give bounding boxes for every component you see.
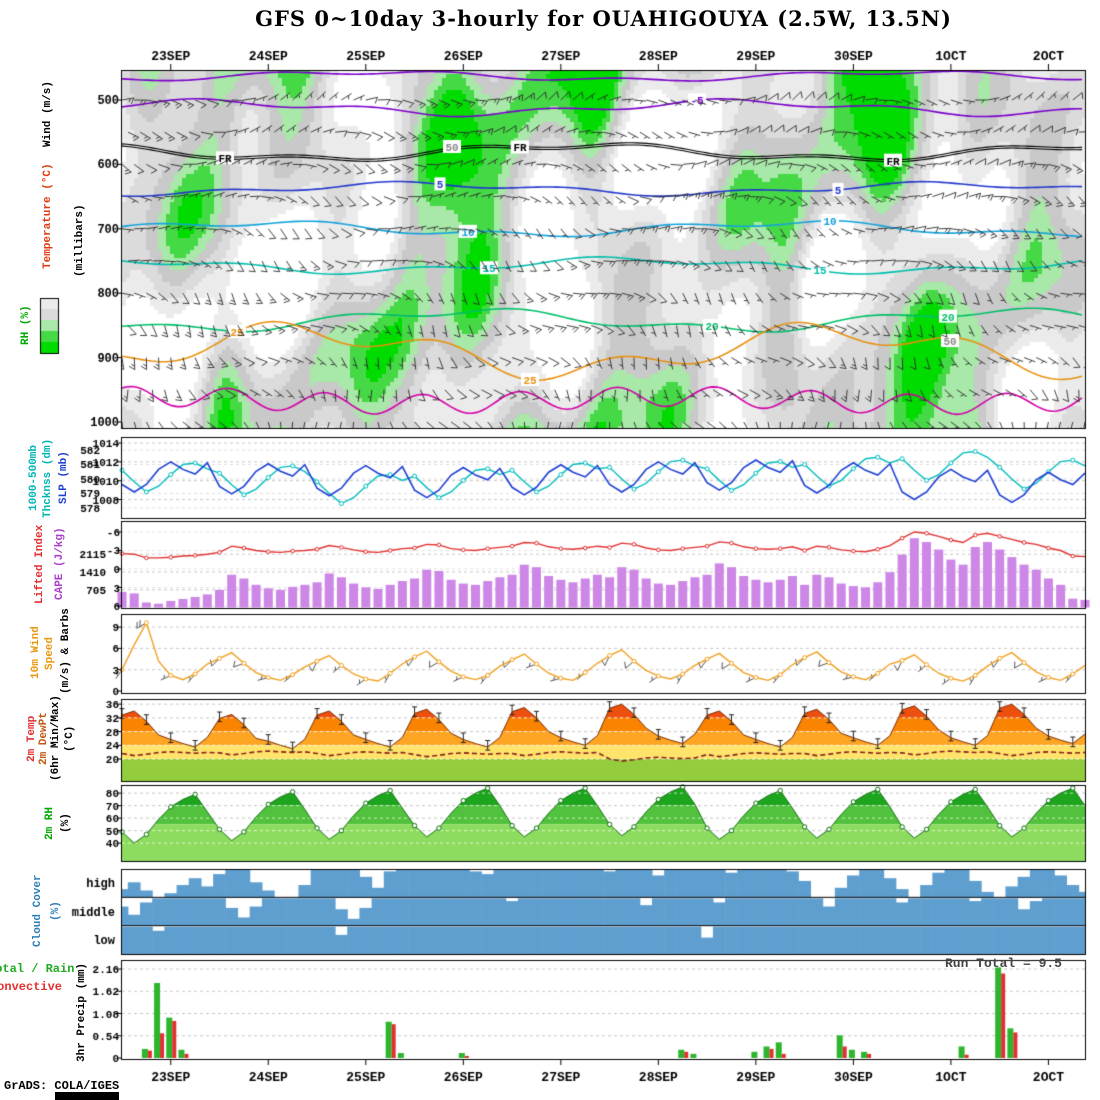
thickness-label-b: Thcknss (dm) (42, 438, 54, 518)
cape-label: CAPE (J/kg) (54, 527, 66, 601)
t2m-label-c: (6hr Min/Max) (50, 695, 62, 781)
cloud-unit-label: (%) (50, 901, 62, 921)
precip-axis-label: 3hr Precip (mm) (76, 962, 88, 1062)
cloud-cover-label: Cloud Cover (32, 874, 44, 948)
black-bar (55, 1092, 119, 1100)
rh2m-label: 2m RH (44, 806, 56, 840)
wind10-label-a: 10m Wind (30, 626, 42, 680)
run-total-text: Run Total = 9.5 (944, 956, 1062, 971)
wind10-label-c: (m/s) & Barbs (60, 608, 72, 694)
precip-total-label: Total / Rain (0, 962, 75, 976)
grads-credit: GrADS: COLA/IGES (4, 1079, 120, 1093)
page-title: GFS 0~10day 3-hourly for OUAHIGOUYA (2.5… (255, 6, 952, 31)
temperature-axis-label: Temperature (°C) (42, 163, 54, 269)
slp-label: SLP (mb) (58, 451, 70, 505)
thickness-label-a: 1000-500mb (28, 445, 40, 512)
t2m-label-d: (°C) (64, 725, 76, 753)
lifted-index-label: Lifted Index (34, 524, 46, 604)
rh2m-unit-label: (%) (60, 813, 72, 833)
millibars-axis-label: (millibars) (74, 204, 86, 278)
wind10-label-b: Speed (44, 636, 56, 670)
precip-convective-label: Convective (0, 980, 62, 994)
rh-axis-label: RH (%) (20, 305, 32, 345)
